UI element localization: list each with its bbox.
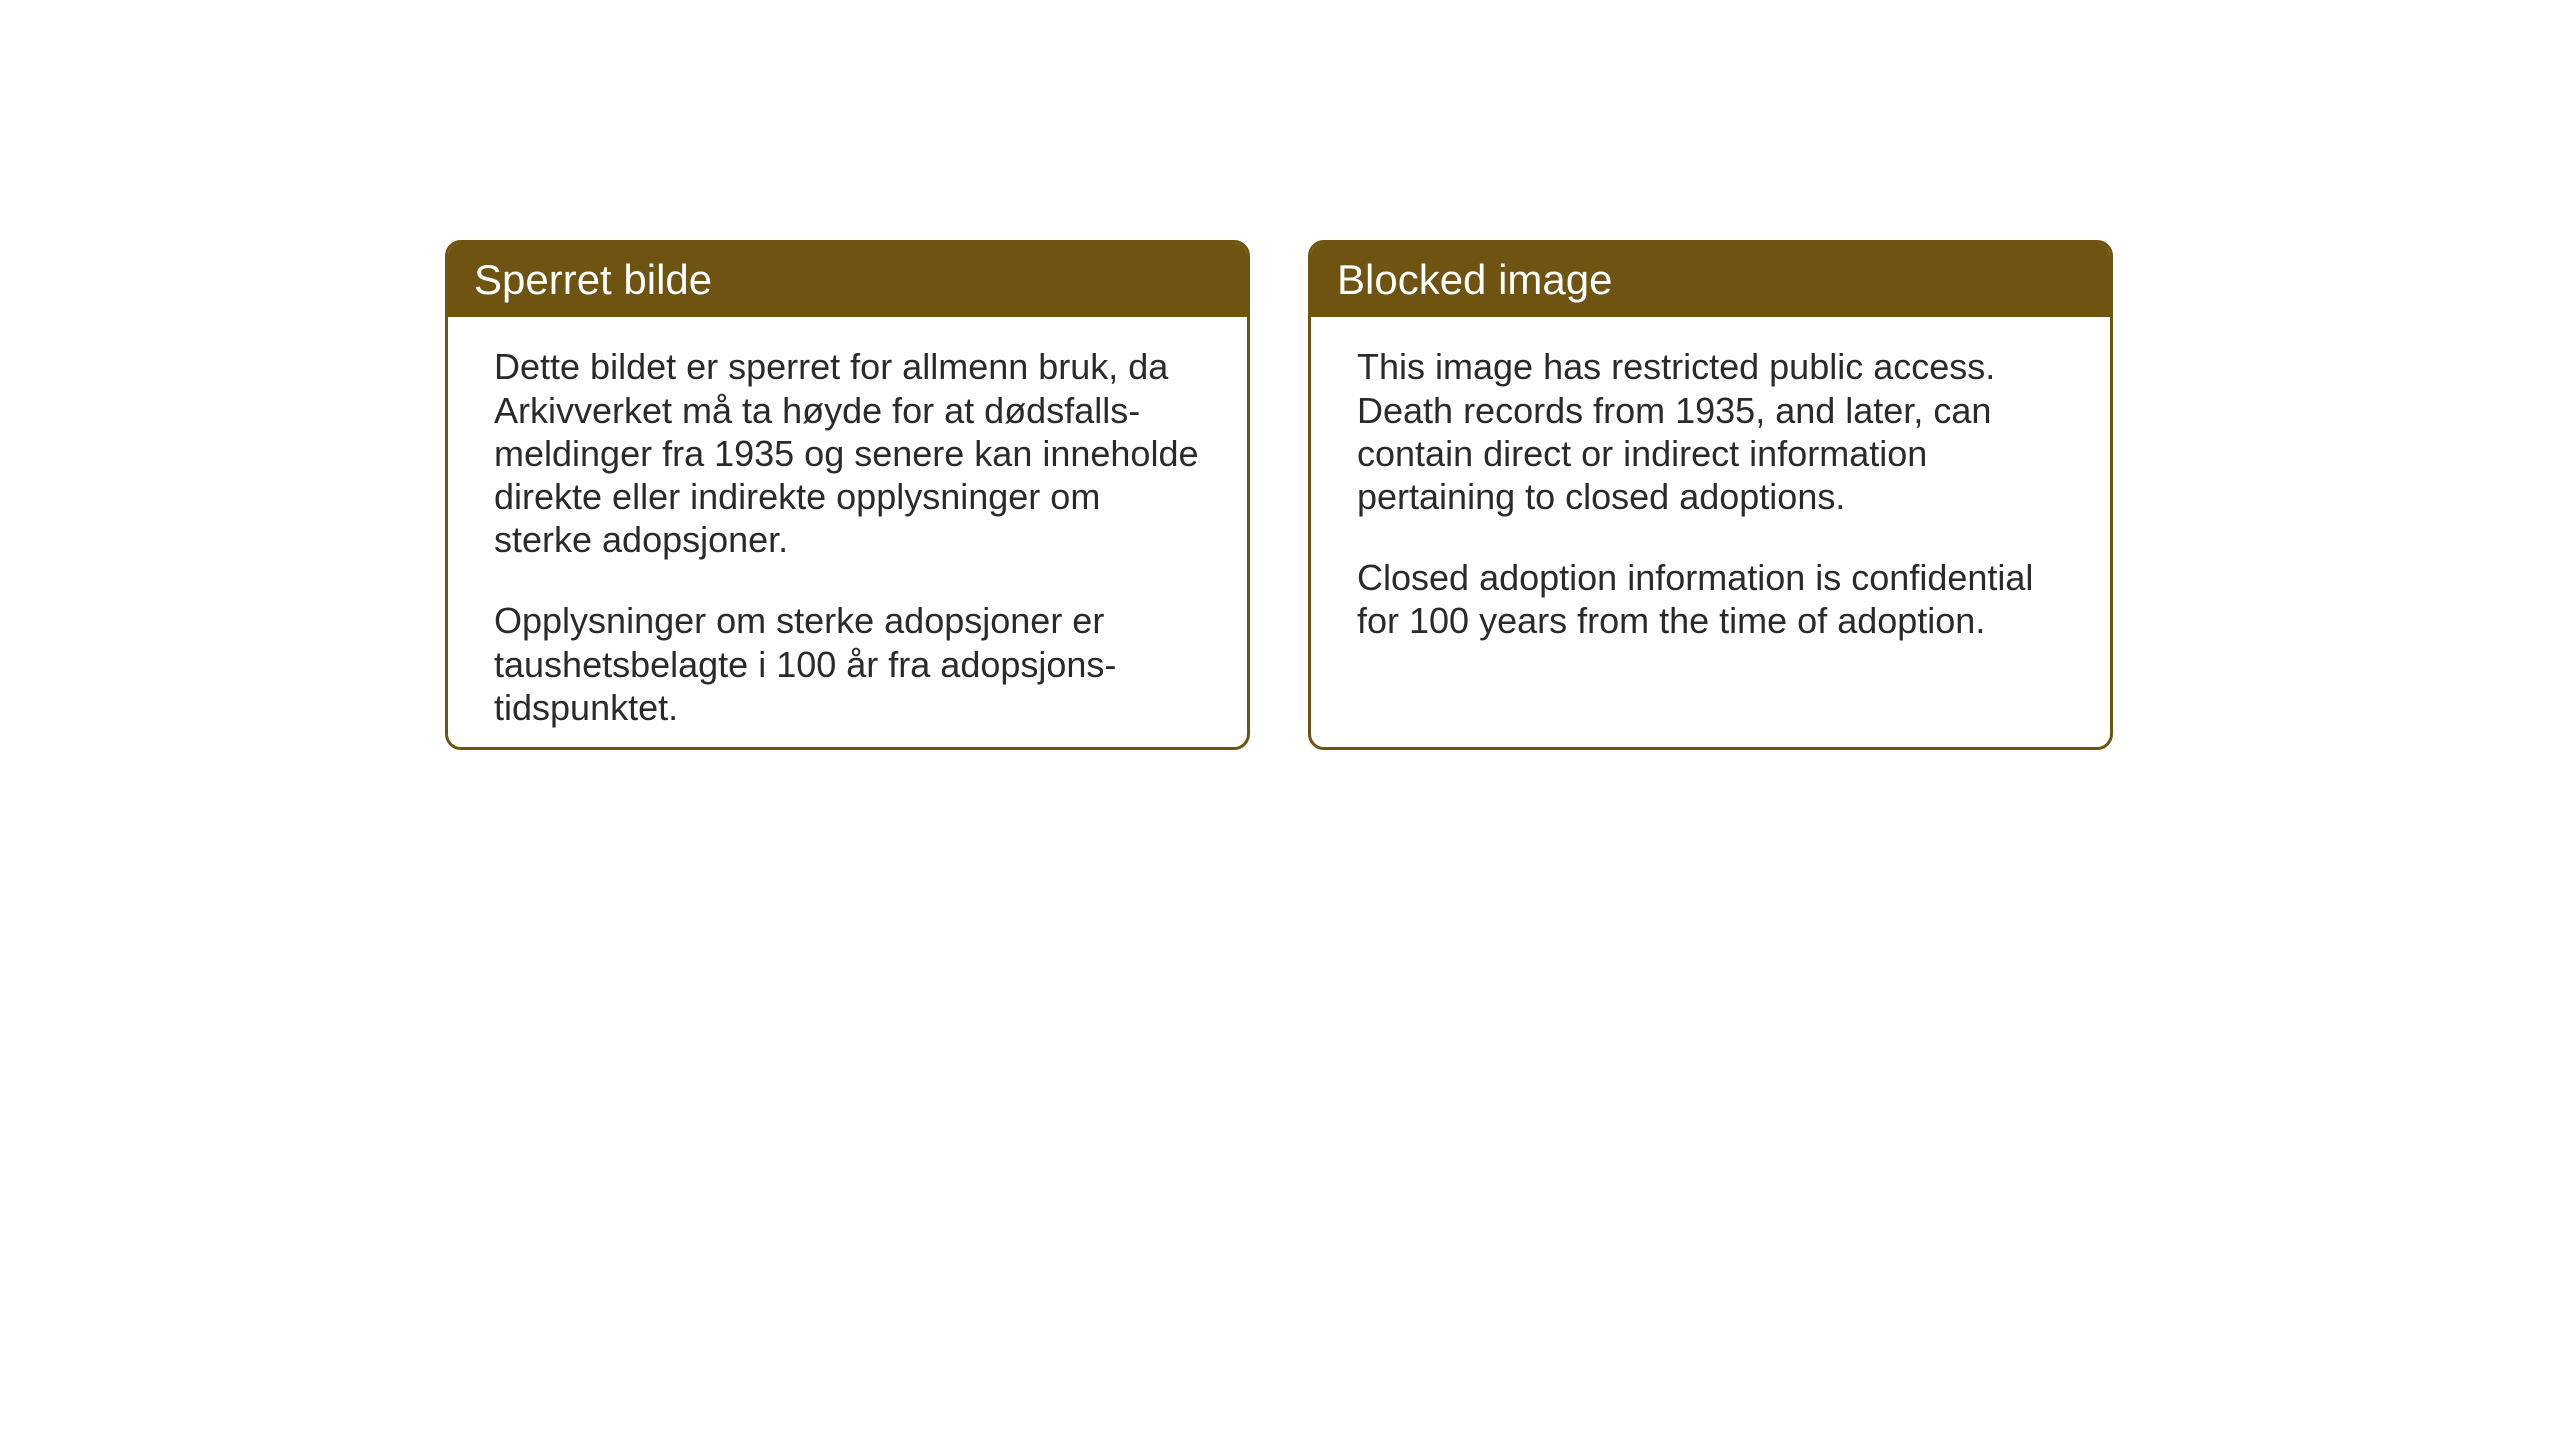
english-notice-card: Blocked image This image has restricted … [1308, 240, 2113, 750]
english-card-body: This image has restricted public access.… [1311, 317, 2110, 670]
english-paragraph-2: Closed adoption information is confident… [1357, 556, 2064, 642]
english-card-title: Blocked image [1311, 243, 2110, 317]
norwegian-paragraph-2: Opplysninger om sterke adopsjoner er tau… [494, 599, 1201, 729]
notice-cards-container: Sperret bilde Dette bildet er sperret fo… [445, 240, 2560, 750]
norwegian-card-title: Sperret bilde [448, 243, 1247, 317]
norwegian-card-body: Dette bildet er sperret for allmenn bruk… [448, 317, 1247, 750]
norwegian-notice-card: Sperret bilde Dette bildet er sperret fo… [445, 240, 1250, 750]
english-paragraph-1: This image has restricted public access.… [1357, 345, 2064, 518]
norwegian-paragraph-1: Dette bildet er sperret for allmenn bruk… [494, 345, 1201, 561]
